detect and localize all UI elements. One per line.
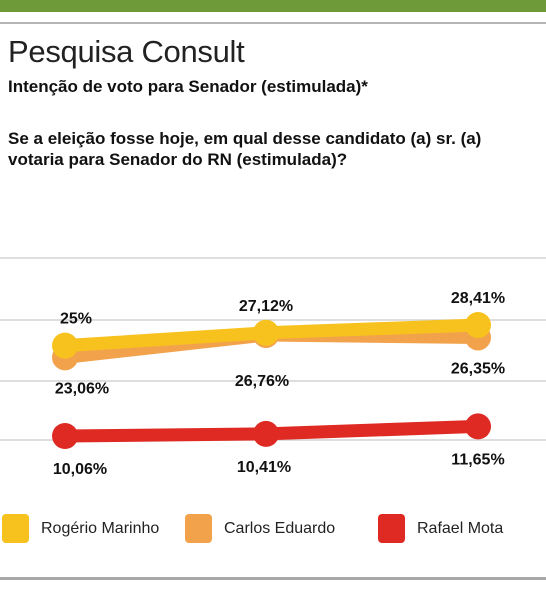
data-label-rafael-mota-1: 10,06% (53, 461, 107, 478)
data-label-carlos-eduardo-1: 23,06% (55, 380, 109, 397)
data-label-carlos-eduardo-3: 26,35% (451, 360, 505, 377)
brand-bar (0, 0, 546, 12)
page-title: Pesquisa Consult (8, 34, 245, 69)
legend-item-rafael-mota: Rafael Mota (378, 514, 503, 543)
data-point-rafael-mota-1 (52, 423, 78, 449)
data-point-rafael-mota-3 (465, 413, 491, 440)
page-subtitle: Intenção de voto para Senador (estimulad… (8, 77, 368, 96)
bottom-divider (0, 577, 546, 580)
legend-label-rogerio-marinho: Rogério Marinho (41, 519, 160, 537)
legend-swatch-rafael-mota (378, 514, 405, 543)
data-label-rafael-mota-2: 10,41% (237, 459, 291, 476)
legend-item-rogerio-marinho: Rogério Marinho (2, 514, 159, 543)
data-label-rogerio-marinho-2: 27,12% (239, 298, 293, 315)
data-point-rafael-mota-2 (253, 420, 279, 447)
data-label-carlos-eduardo-2: 26,76% (235, 373, 289, 390)
survey-question: Se a eleição fosse hoje, em qual desse c… (8, 129, 482, 169)
data-label-rogerio-marinho-3: 28,41% (451, 290, 505, 307)
legend-swatch-rogerio-marinho (2, 514, 29, 543)
data-point-rogerio-marinho-1 (52, 332, 78, 359)
chart-legend: Rogério Marinho Carlos Eduardo Rafael Mo… (0, 514, 546, 554)
data-label-rogerio-marinho-1: 25% (60, 311, 92, 328)
legend-label-carlos-eduardo: Carlos Eduardo (224, 519, 336, 537)
data-point-rogerio-marinho-2 (253, 319, 279, 346)
legend-swatch-carlos-eduardo (185, 514, 212, 543)
legend-item-carlos-eduardo: Carlos Eduardo (185, 514, 335, 543)
top-divider (0, 22, 546, 24)
data-point-rogerio-marinho-3 (465, 312, 491, 338)
line-chart: 25% 27,12% 28,41% 23,06% 26,76% 26,35% 10,06% 1… (0, 257, 546, 478)
data-label-rafael-mota-3: 11,65% (451, 451, 504, 468)
legend-label-rafael-mota: Rafael Mota (417, 519, 504, 537)
